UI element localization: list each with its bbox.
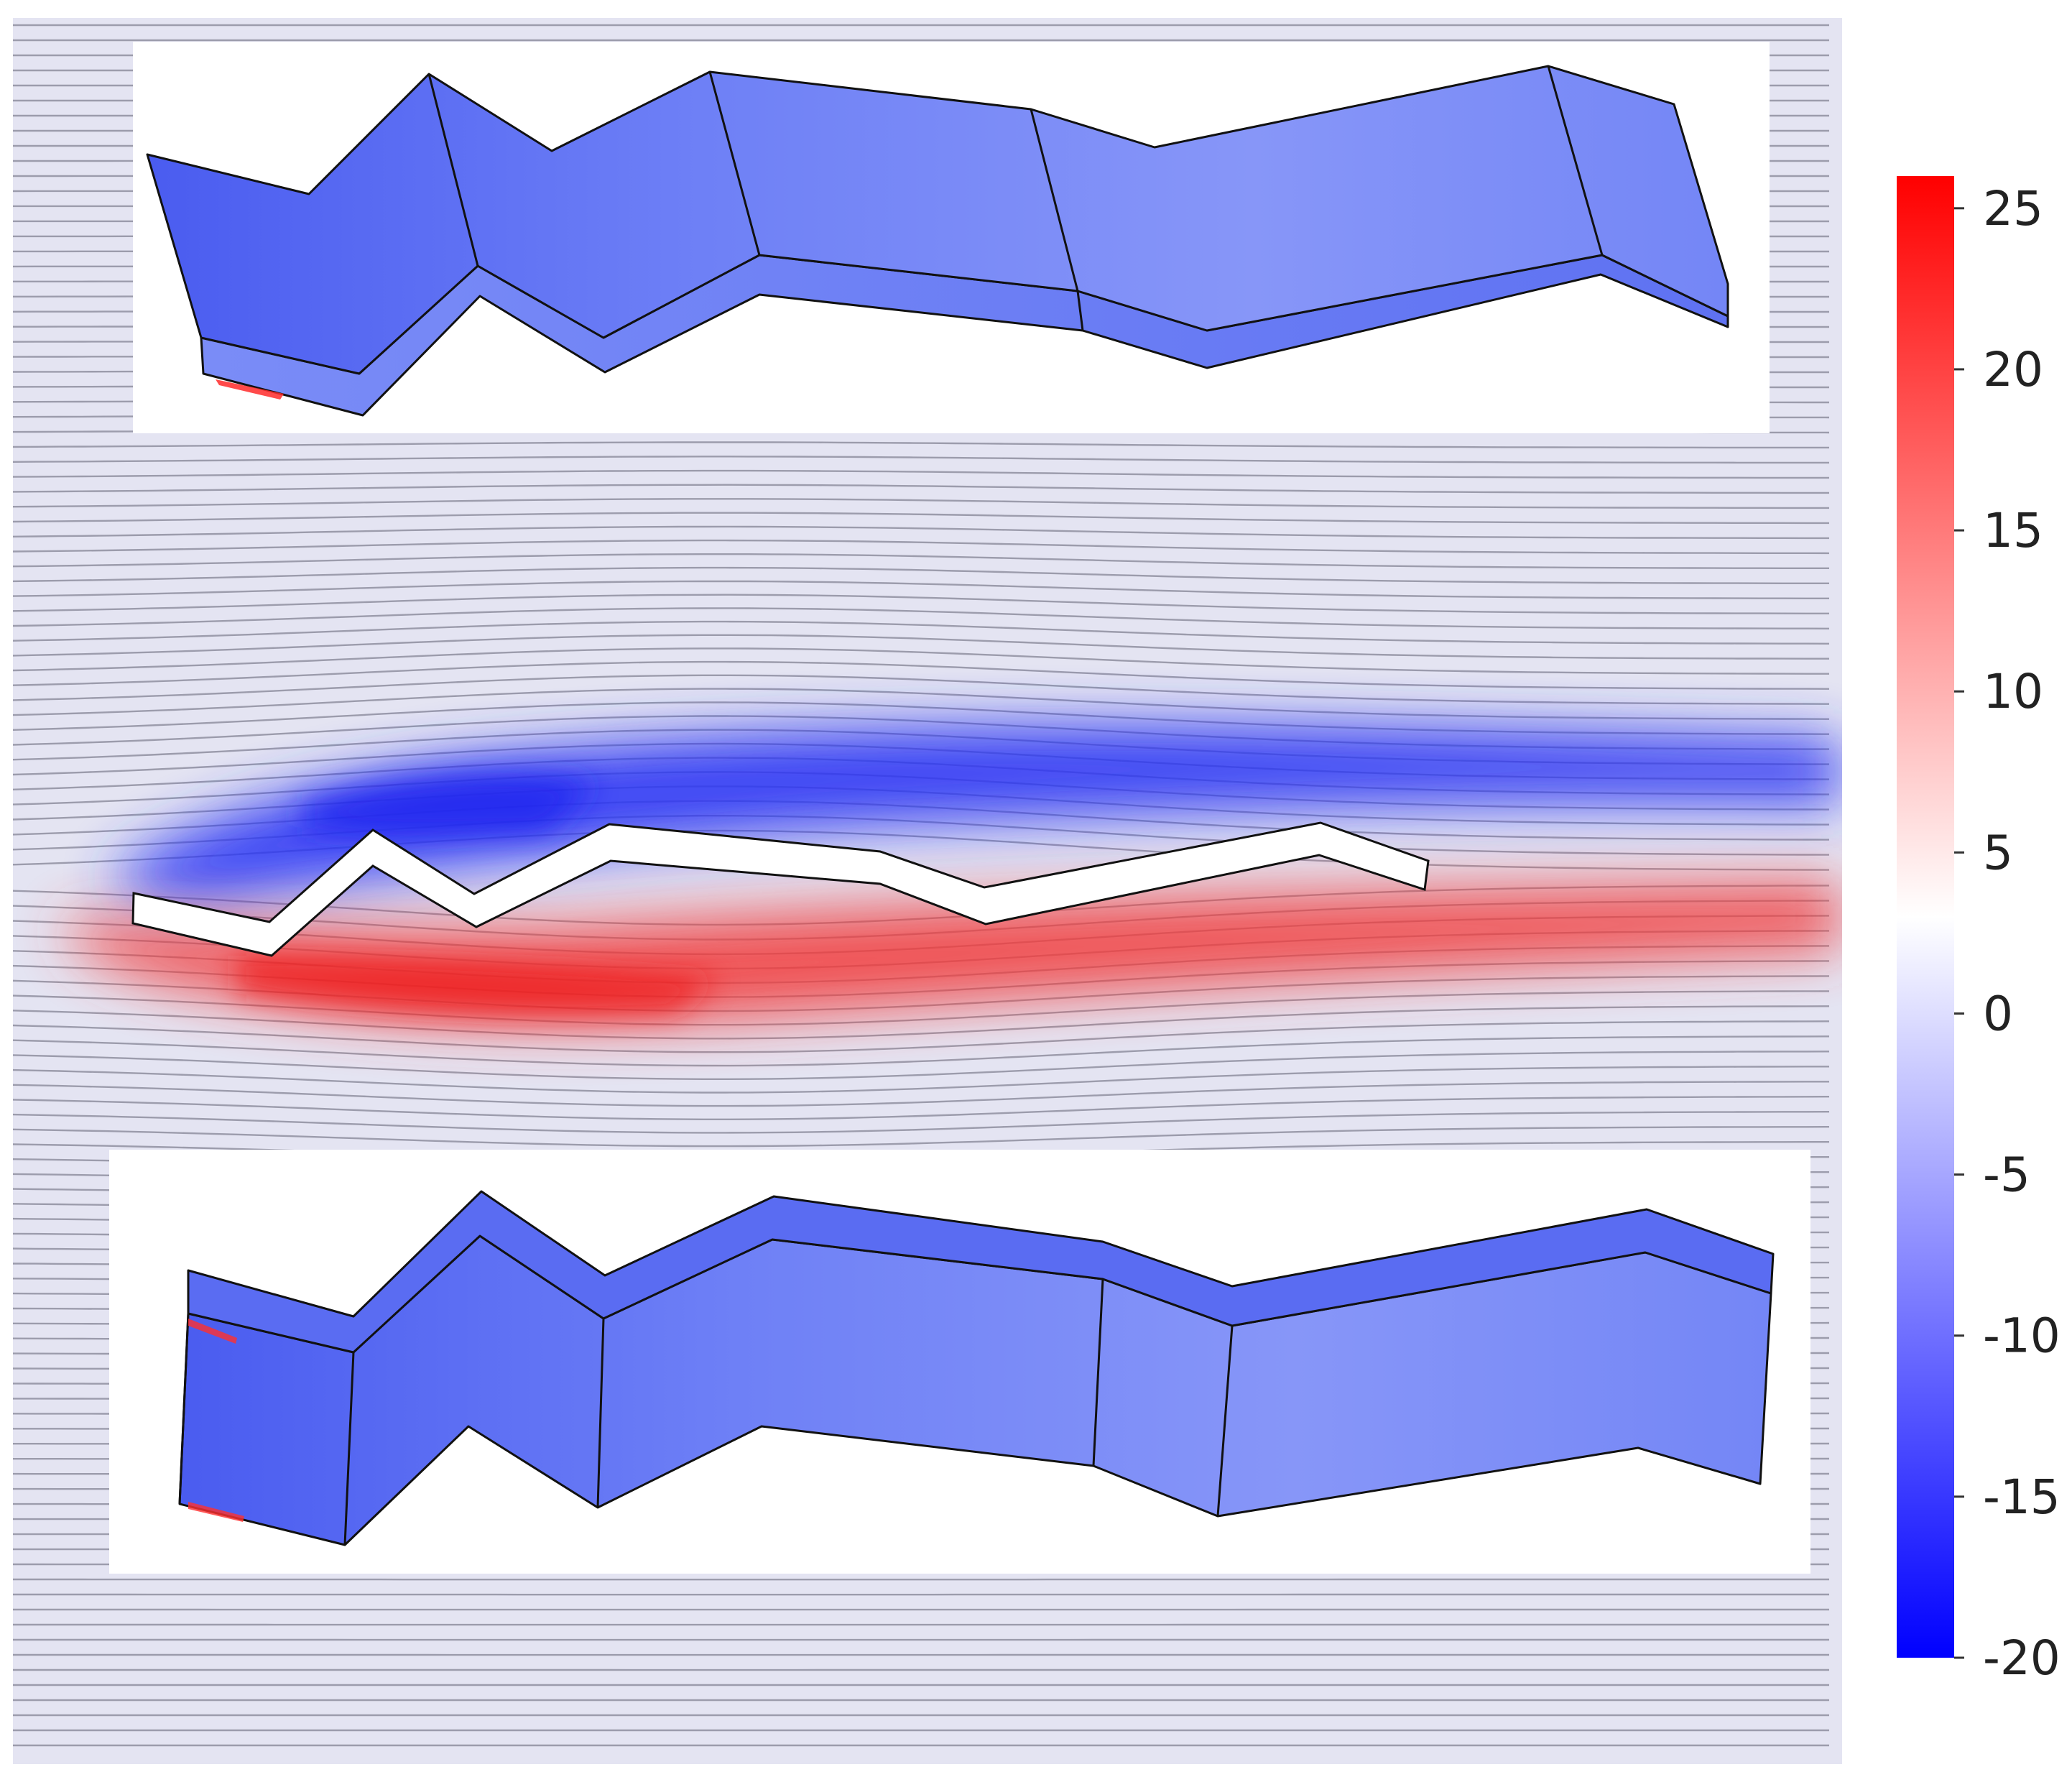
bottom-inset-fold-line (343, 1352, 355, 1546)
streamline (13, 660, 1830, 690)
bottom-inset-fold-line (596, 1318, 605, 1508)
streamline (13, 1051, 1830, 1080)
streamline (13, 1111, 1830, 1134)
bottom-inset-fold-line (178, 1313, 190, 1505)
top-inset-fold-line (1547, 65, 1604, 256)
vorticity-field (65, 724, 1839, 1026)
streamline (13, 1035, 1830, 1067)
colorbar-tick-label: 25 (1983, 181, 2043, 236)
top-inset-fold-line (1030, 109, 1079, 292)
top-inset-3d-view (133, 42, 1770, 433)
colorbar-tick-label: 5 (1983, 825, 2013, 880)
colorbar-tick-label: 20 (1983, 342, 2043, 397)
bottom-inset-hot-spot (188, 1502, 244, 1522)
top-inset-fold-line (427, 73, 479, 267)
streamline (13, 607, 1830, 629)
top-inset-hot-spot (216, 379, 284, 400)
top-inset-top-face (146, 65, 1729, 375)
colorbar-ticks: 25 20 15 10 5 0 -5 -10 -15 -20 (1954, 181, 2061, 1686)
bottom-inset-fold-line (1216, 1325, 1234, 1517)
streamline (13, 1020, 1830, 1053)
streamline (13, 566, 1829, 584)
streamline (13, 1066, 1829, 1094)
streamline (13, 647, 1829, 675)
negative-vorticity-region (108, 724, 1839, 901)
streamline (13, 456, 1829, 464)
colorbar-tick-label: -5 (1983, 1148, 2030, 1203)
streamline (13, 634, 1829, 660)
streamline (13, 1126, 1830, 1148)
streamline (13, 484, 1829, 494)
colorbar-tick-label: 10 (1983, 664, 2043, 719)
colorbar-gradient (1897, 176, 1954, 1658)
top-inset-fold-line (708, 71, 761, 256)
streamline (13, 539, 1830, 555)
top-inset-fold-line (1076, 290, 1084, 331)
streamline (13, 594, 1829, 614)
streamline (13, 512, 1829, 525)
colorbar-tick-label: -20 (1983, 1630, 2061, 1686)
bottom-inset-fold-line (1092, 1278, 1104, 1467)
streamline (13, 688, 1830, 720)
colorbar-tick-label: -10 (1983, 1308, 2061, 1364)
streamline (13, 498, 1829, 509)
colorbar-tick-label: 15 (1983, 503, 2043, 558)
streamline (13, 469, 1829, 479)
streamline (13, 525, 1829, 540)
streamline (13, 674, 1830, 705)
bottom-inset-3d-view (109, 1150, 1810, 1574)
streamline (13, 441, 1829, 449)
positive-vorticity-core (237, 956, 718, 1016)
streamline (13, 1081, 1829, 1107)
streamline (13, 1005, 1830, 1040)
streamline (13, 553, 1829, 569)
streamline (13, 1096, 1830, 1120)
colorbar: 25 20 15 10 5 0 -5 -10 -15 -20 (1897, 176, 2061, 1686)
bottom-inset-hot-spot (188, 1319, 237, 1344)
streamline (13, 620, 1830, 645)
streamline (13, 580, 1829, 599)
bottom-inset-top-face (187, 1190, 1775, 1354)
colorbar-tick-label: 0 (1983, 986, 2013, 1041)
colorbar-tick-label: -15 (1983, 1469, 2061, 1525)
negative-vorticity-core (302, 772, 596, 836)
corrugated-profile (131, 821, 1430, 957)
